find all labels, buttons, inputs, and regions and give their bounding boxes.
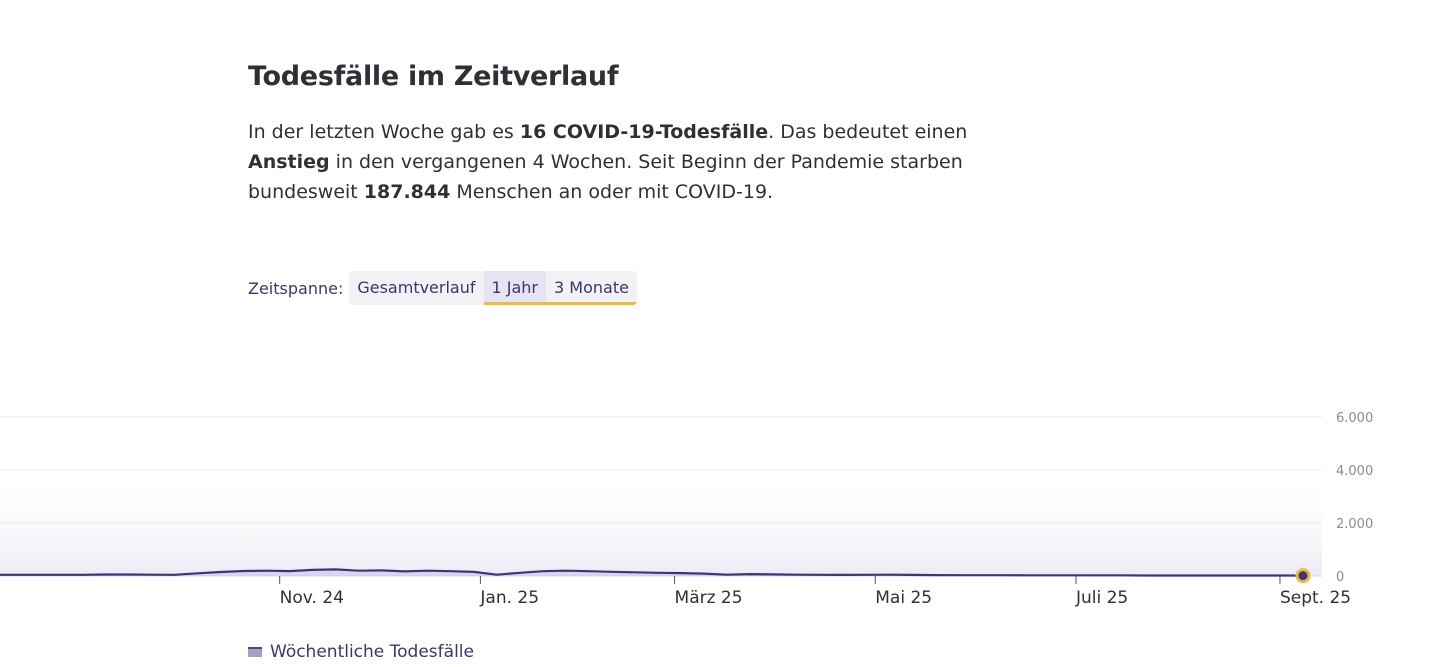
y-tick-label: 2.000 [1336, 517, 1373, 532]
page-title: Todesfälle im Zeitverlauf [248, 61, 619, 92]
timespan-selector: Zeitspanne: Gesamtverlauf 1 Jahr 3 Monat… [248, 271, 637, 305]
x-tick-label: Nov. 24 [280, 588, 344, 608]
x-tick-label: Juli 25 [1075, 588, 1128, 608]
timespan-options: Gesamtverlauf 1 Jahr 3 Monate [349, 271, 637, 305]
summary-part-1: In der letzten Woche gab es [248, 121, 520, 143]
x-axis-ticks: Nov. 24 Jan. 25 März 25 Mai 25 Juli 25 Sept. … [279, 576, 1351, 608]
summary-total-deaths: 187.844 [363, 181, 451, 203]
summary-text: In der letzten Woche gab es 16 COVID-19-… [248, 117, 978, 207]
summary-trend: Anstieg [248, 151, 330, 173]
summary-part-2: . Das bedeutet einen [768, 121, 968, 143]
timespan-label: Zeitspanne: [248, 278, 344, 298]
text-section: Todesfälle im Zeitverlauf In der letzten… [248, 58, 988, 207]
x-tick-label: Mai 25 [875, 588, 932, 608]
x-tick-label: Sept. 25 [1280, 588, 1351, 608]
last-value-marker[interactable] [1295, 568, 1311, 584]
y-axis-ticks: 0 2.000 4.000 6.000 [1336, 411, 1373, 585]
legend-swatch-icon [248, 647, 262, 657]
y-tick-label: 4.000 [1336, 464, 1373, 479]
chart-background [0, 468, 1322, 576]
legend-label: Wöchentliche Todesfälle [270, 642, 474, 662]
summary-deaths-last-week: 16 COVID-19-Todesfälle [519, 121, 769, 143]
timespan-option-3-months[interactable]: 3 Monate [546, 271, 637, 305]
deaths-chart: 0 2.000 4.000 6.000 Nov. 24 Jan. 25 März 25 Ma… [0, 411, 1373, 608]
series-line [0, 568, 1304, 577]
x-tick-label: März 25 [675, 588, 743, 608]
summary-part-4: Menschen an oder mit COVID-19. [450, 181, 774, 203]
summary-part-3: in den vergangenen 4 Wochen. Seit Beginn… [248, 151, 963, 203]
timespan-option-total[interactable]: Gesamtverlauf [357, 278, 476, 297]
y-tick-label: 0 [1336, 570, 1344, 585]
timespan-option-1-year[interactable]: 1 Jahr [483, 271, 547, 305]
chart-legend: Wöchentliche Todesfälle [248, 642, 474, 662]
y-tick-label: 6.000 [1336, 411, 1373, 426]
x-tick-label: Jan. 25 [479, 588, 539, 608]
